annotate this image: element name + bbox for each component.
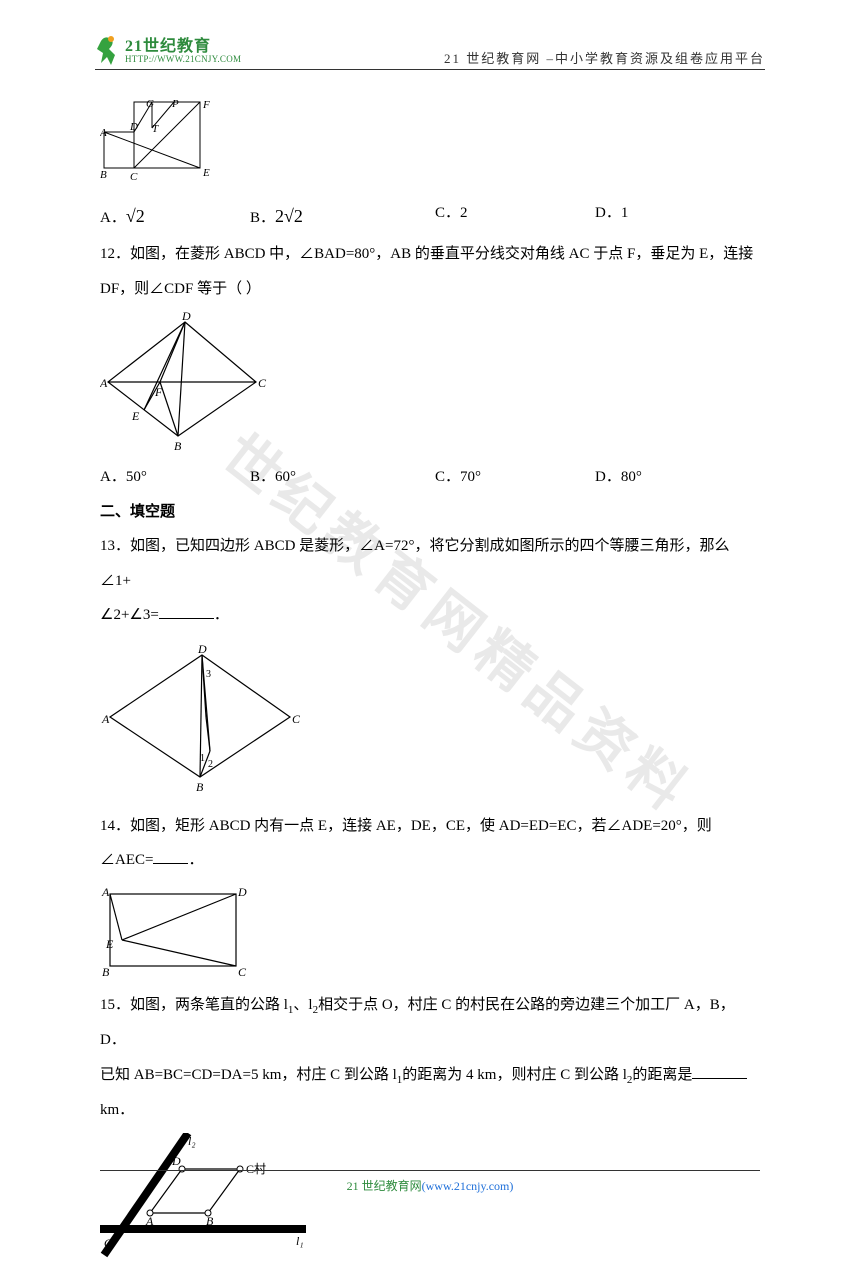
svg-text:O: O	[104, 1236, 113, 1250]
q14-blank	[153, 851, 188, 865]
page-footer: 21 世纪教育网(www.21cnjy.com)	[100, 1170, 760, 1194]
svg-text:A: A	[101, 885, 110, 899]
q12-opt-a: A．50°	[100, 460, 250, 495]
svg-text:C: C	[258, 376, 267, 390]
footer-text-a: 21 世纪教育网	[347, 1179, 422, 1193]
q11-diagram: A B C D G P F E T	[100, 98, 760, 192]
svg-text:P: P	[171, 98, 179, 110]
q13-line1: 13．如图，已知四边形 ABCD 是菱形，∠A=72°，将它分割成如图所示的四个…	[100, 529, 760, 598]
q11-opt-d: D．1	[595, 196, 628, 237]
q15-line1: 15．如图，两条笔直的公路 l1、l2相交于点 O，村庄 C 的村民在公路的旁边…	[100, 988, 760, 1058]
q15-diagram: O A B D C村 l₁ l₂	[100, 1133, 760, 1267]
logo-runner-icon	[95, 35, 121, 67]
q13-line2: ∠2+∠3=．	[100, 598, 760, 633]
q15-blank	[692, 1065, 747, 1079]
q13-blank	[159, 606, 214, 620]
q12-opt-c: C．70°	[435, 460, 595, 495]
svg-text:2: 2	[208, 759, 213, 770]
svg-text:D: D	[181, 312, 191, 323]
logo-url-text: HTTP://WWW.21CNJY.COM	[125, 55, 241, 64]
svg-text:C: C	[238, 965, 247, 979]
svg-text:A: A	[100, 376, 108, 390]
svg-text:F: F	[202, 99, 210, 111]
page-header: 21世纪教育 HTTP://WWW.21CNJY.COM 21 世纪教育网 –中…	[95, 28, 765, 70]
svg-text:B: B	[206, 1214, 214, 1228]
q12-diagram: D A C B E F	[100, 312, 760, 456]
q13-diagram: A D C B 1 2 3	[100, 645, 760, 797]
svg-text:l₁: l₁	[296, 1234, 304, 1248]
logo-text: 21世纪教育 HTTP://WWW.21CNJY.COM	[125, 39, 241, 64]
svg-text:G: G	[146, 98, 154, 110]
svg-text:A: A	[100, 127, 107, 139]
svg-text:E: E	[105, 937, 114, 951]
q14-text: 14．如图，矩形 ABCD 内有一点 E，连接 AE，DE，CE，使 AD=ED…	[100, 809, 760, 878]
q14-diagram: A D B C E	[100, 884, 760, 984]
q11-options: A．√2 B．2√2 C．2 D．1	[100, 196, 760, 237]
q12-text: 12．如图，在菱形 ABCD 中，∠BAD=80°，AB 的垂直平分线交对角线 …	[100, 237, 760, 306]
logo-cn-text: 21世纪教育	[125, 39, 241, 55]
svg-text:3: 3	[206, 669, 211, 680]
q11-opt-c: C．2	[435, 196, 595, 237]
q15-line2: 已知 AB=BC=CD=DA=5 km，村庄 C 到公路 l1的距离为 4 km…	[100, 1058, 760, 1128]
section2-heading: 二、填空题	[100, 495, 760, 530]
svg-text:1: 1	[200, 753, 205, 764]
svg-text:B: B	[196, 780, 204, 793]
q11-opt-b: B．2√2	[250, 196, 435, 237]
svg-text:l₂: l₂	[188, 1134, 196, 1148]
svg-text:C: C	[130, 171, 138, 183]
svg-text:D: D	[129, 121, 138, 133]
logo-block: 21世纪教育 HTTP://WWW.21CNJY.COM	[95, 35, 241, 67]
svg-text:B: B	[100, 169, 107, 181]
svg-text:A: A	[101, 712, 110, 726]
q11-opt-a: A．√2	[100, 196, 250, 237]
footer-text-b: (www.21cnjy.com)	[422, 1179, 514, 1193]
svg-text:C: C	[292, 712, 300, 726]
svg-text:D: D	[171, 1154, 181, 1168]
q12-opt-d: D．80°	[595, 460, 642, 495]
svg-text:T: T	[152, 123, 159, 135]
header-right-text: 21 世纪教育网 –中小学教育资源及组卷应用平台	[444, 48, 765, 67]
q12-opt-b: B．60°	[250, 460, 435, 495]
document-body: A B C D G P F E T A．√2 B．2√2 C．2 D．1 12．…	[100, 92, 760, 1271]
svg-text:E: E	[131, 409, 140, 423]
svg-text:B: B	[102, 965, 110, 979]
svg-text:B: B	[174, 439, 182, 452]
q12-options: A．50° B．60° C．70° D．80°	[100, 460, 760, 495]
svg-text:D: D	[197, 645, 207, 656]
svg-text:F: F	[154, 385, 163, 399]
svg-text:E: E	[202, 167, 210, 179]
svg-text:A: A	[145, 1214, 154, 1228]
svg-text:D: D	[237, 885, 247, 899]
